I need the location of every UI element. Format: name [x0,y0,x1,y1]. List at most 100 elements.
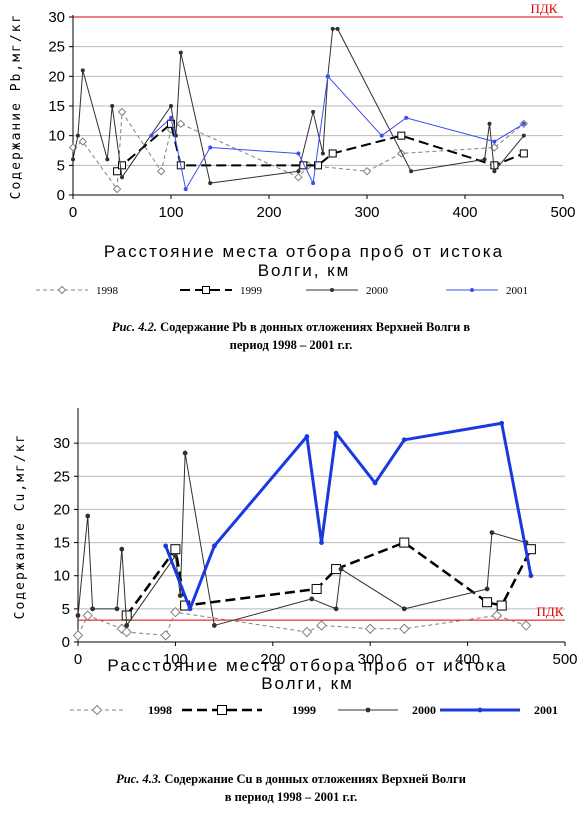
cu-point-2000 [333,606,339,612]
cu-point-1998 [491,610,503,621]
pb-legend-label-1998: 1998 [96,285,119,297]
cu-legend-label-2000: 2000 [412,703,436,717]
cu-y-tick-label: 25 [53,468,70,485]
pb-y-tick-label: 10 [48,128,65,145]
cu-point-1998 [72,630,84,641]
pb-y-tick-label: 0 [57,187,65,204]
pb-point-2000 [120,175,124,180]
cu-point-2000 [75,613,81,618]
cu-point-1999 [496,600,507,611]
pb-legend-2000: 2000 [306,285,389,297]
pb-point-2001 [325,74,330,79]
pb-x-axis-label-line2: Волги, км [258,261,351,280]
cu-point-2001 [401,437,407,443]
pb-point-2001 [492,139,497,144]
cu-caption-fig: Рис. 4.3. [116,772,162,786]
cu-point-2000 [119,546,125,552]
pb-y-tick-label: 25 [48,39,65,56]
cu-x-tick-label: 400 [455,651,480,668]
cu-point-2000 [338,566,344,572]
pb-y-tick-label: 15 [48,98,65,115]
cu-series-line-2000 [77,452,527,626]
cu-point-2001 [372,480,378,486]
pb-point-2000 [110,104,115,108]
pb-legend-1999: 1999 [180,285,263,297]
pb-x-tick-label: 0 [69,204,77,221]
pb-point-2000 [521,133,526,138]
cu-point-2000 [489,530,495,536]
pb-x-tick-label: 500 [550,204,575,221]
pb-legend-marker-1999 [202,286,210,294]
pb-legend-marker-2000 [330,288,334,292]
pb-point-1998 [176,119,186,129]
cu-point-2000 [173,553,178,559]
pb-point-1998 [362,167,372,176]
pb-point-1998 [117,107,127,117]
cu-point-1998 [170,606,181,618]
pb-point-2000 [335,26,340,31]
cu-series-1999 [121,537,536,621]
pb-point-2000 [296,169,301,174]
cu-series-2001 [163,420,534,612]
pb-legend-2001: 2001 [446,285,528,297]
cu-point-2001 [163,543,169,549]
pb-point-1998 [156,167,166,176]
pb-point-2000 [71,157,75,162]
cu-legend-marker-2000 [365,707,371,713]
pb-point-1999 [397,131,406,140]
pb-point-2000 [80,68,85,73]
pb-point-2000 [330,26,335,31]
pb-series-line-1999 [116,122,525,172]
cu-point-1999 [399,537,410,548]
pb-point-1999 [328,149,337,158]
cu-point-1998 [82,610,93,621]
cu-legend-marker-2001 [477,707,483,713]
pb-point-2001 [183,187,188,192]
cu-point-2000 [124,623,130,628]
cu-y-tick-label: 5 [62,601,70,618]
pb-point-2001 [296,151,301,156]
cu-caption-text: Содержание Cu в донных отложениях Верхне… [161,772,466,786]
cu-point-2000 [114,606,120,612]
pb-point-1998 [112,184,122,194]
cu-point-2001 [528,573,534,579]
cu-point-2000 [401,606,407,612]
cu-y-tick-label: 15 [53,535,70,552]
cu-y-tick-label: 20 [53,501,70,518]
cu-y-tick-label: 30 [53,435,70,452]
cu-point-1998 [301,626,313,638]
cu-point-2000 [182,450,188,456]
pb-caption: Рис. 4.2. Содержание Pb в донных отложен… [0,318,582,354]
cu-legend-2000: 2000 [338,703,436,717]
pb-x-tick-label: 100 [158,204,183,221]
pb-caption-line2: период 1998 – 2001 г.г. [229,338,353,352]
pb-point-2000 [169,104,173,108]
cu-point-1998 [520,620,532,631]
cu-point-2000 [211,623,217,628]
cu-point-2000 [85,513,91,519]
cu-legend-label-2001: 2001 [534,703,558,717]
pb-point-2000 [487,121,492,126]
pb-caption-fig: Рис. 4.2. [111,320,157,334]
cu-point-2001 [319,540,324,545]
cu-point-1999 [170,544,181,555]
cu-x-tick-label: 0 [74,651,82,668]
pb-point-1998 [294,172,303,182]
pb-point-2000 [320,151,325,156]
pb-point-1999 [118,161,126,170]
cu-point-1998 [116,623,128,634]
cu-series-2000 [75,450,529,628]
pb-point-2000 [492,169,497,174]
cu-series-line-2001 [164,421,533,611]
pb-legend-marker-2001 [470,288,474,292]
cu-x-tick-label: 200 [260,651,285,668]
cu-point-2000 [90,606,96,612]
cu-legend-label-1998: 1998 [148,703,172,717]
pb-point-2000 [75,133,80,138]
cu-point-2000 [309,596,315,602]
cu-y-axis-label: Содержание Cu,мг/кг [13,433,28,620]
pb-x-tick-label: 400 [452,204,477,221]
cu-caption-line2: в период 1998 – 2001 г.г. [224,790,358,804]
pb-pdk-label: ПДК [531,1,558,16]
pb-series-2001 [149,74,526,192]
